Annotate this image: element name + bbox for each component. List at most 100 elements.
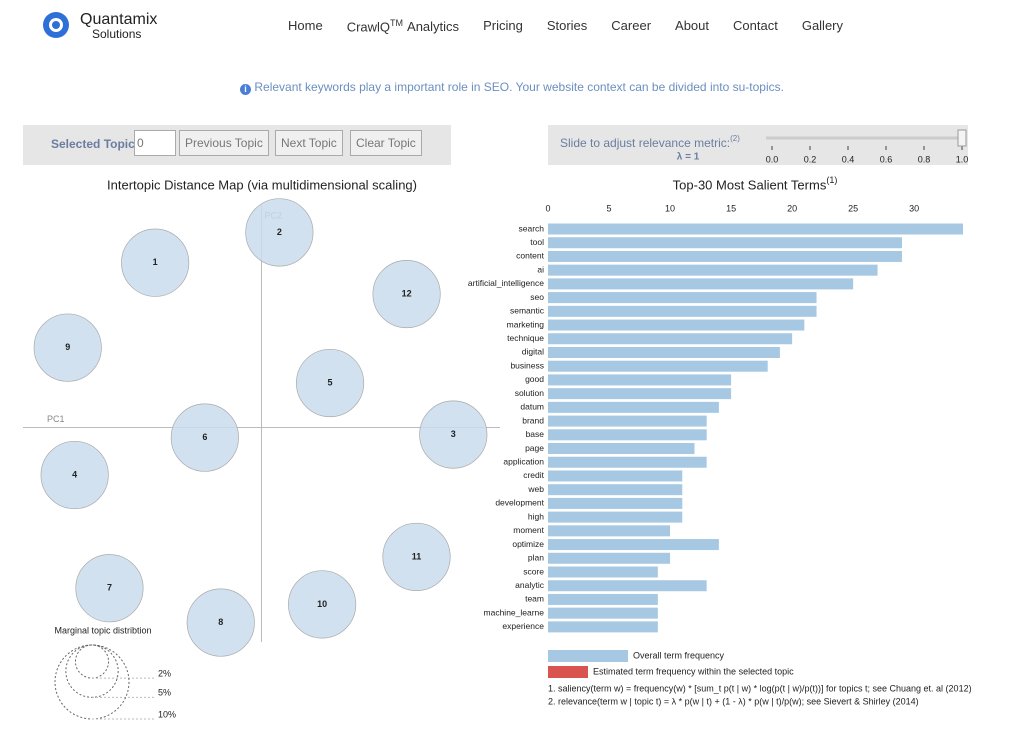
- topic-label: 3: [451, 429, 456, 439]
- footnote: 1. saliency(term w) = frequency(w) * [su…: [548, 683, 972, 693]
- nav-item[interactable]: Stories: [547, 18, 587, 34]
- bar: [548, 456, 707, 468]
- prev-button[interactable]: Previous Topic: [179, 130, 269, 156]
- x-tick-label: 25: [848, 203, 858, 213]
- topic-circle: [372, 260, 441, 329]
- term-label: optimize: [512, 539, 544, 549]
- term-label: base: [526, 429, 545, 439]
- bar: [548, 497, 683, 509]
- size-legend-label: 10%: [158, 709, 176, 719]
- size-legend-label: 5%: [158, 688, 171, 698]
- term-label: plan: [528, 553, 544, 563]
- x-tick-label: 0: [545, 203, 550, 213]
- chart-title: Top-30 Most Salient Terms(1): [673, 175, 838, 192]
- bar: [548, 470, 683, 482]
- lambda-label: λ = 1: [677, 152, 700, 163]
- selected-label: Selected Topic:: [51, 137, 139, 151]
- term-label: marketing: [507, 319, 545, 329]
- slider-tick-label: 0.2: [804, 154, 817, 164]
- topic-controls: Selected Topic: 0 Previous Topic Next To…: [23, 125, 451, 165]
- topic-label: 7: [107, 583, 112, 593]
- bar: [548, 415, 707, 427]
- topic-label: 5: [328, 377, 333, 387]
- nav-item[interactable]: About: [675, 18, 709, 34]
- topic-circle: [245, 198, 314, 267]
- nav-item[interactable]: Gallery: [802, 18, 843, 34]
- nav-sup: TM: [390, 18, 404, 28]
- nav-text: About: [675, 18, 710, 33]
- term-label: business: [510, 360, 544, 370]
- term-label: machine_learne: [484, 607, 545, 617]
- bar: [548, 580, 707, 592]
- term-label: good: [525, 374, 544, 384]
- nav-item[interactable]: Contact: [733, 18, 778, 34]
- nav-item[interactable]: Pricing: [483, 18, 523, 34]
- topic-circle: [382, 522, 451, 591]
- slider-tick-label: 0.8: [918, 154, 931, 164]
- topic-circle: [121, 228, 190, 297]
- term-label: moment: [513, 525, 544, 535]
- topic-label: 9: [65, 342, 70, 352]
- legend-swatch: [548, 666, 588, 678]
- nav-item[interactable]: Career: [611, 18, 651, 34]
- nav-item[interactable]: CrawlQTM Analytics: [347, 18, 459, 34]
- nav-text: Pricing: [483, 18, 523, 33]
- x-tick-label: 20: [787, 203, 797, 213]
- bar: [548, 319, 805, 331]
- bar: [548, 292, 817, 304]
- bar: [548, 525, 671, 537]
- topic-circle: [40, 440, 109, 510]
- slider-tick-label: 0.6: [880, 154, 893, 164]
- topic-input[interactable]: 0: [134, 130, 176, 156]
- topic-label: 1: [153, 257, 158, 267]
- nav-rest: Analytics: [407, 19, 460, 35]
- bar: [548, 305, 817, 317]
- size-legend-label: 2%: [158, 668, 171, 678]
- term-label: datum: [520, 402, 544, 412]
- nav-text: Home: [288, 18, 323, 33]
- slider-panel: [548, 125, 968, 165]
- term-label: semantic: [510, 306, 545, 316]
- topic-circle: [170, 403, 239, 472]
- topic-label: 6: [202, 432, 207, 442]
- info-text: Relevant keywords play a important role …: [254, 80, 784, 94]
- bar: [548, 374, 732, 386]
- term-label: seo: [530, 292, 544, 302]
- term-label: team: [525, 594, 544, 604]
- slider-tick-label: 0.0: [766, 154, 779, 164]
- topic-circle: [288, 570, 357, 639]
- topic-circle: [75, 554, 144, 623]
- topic-label: 2: [277, 227, 282, 237]
- bar: [548, 552, 671, 564]
- bar: [548, 346, 780, 358]
- legend-label: Estimated term frequency within the sele…: [593, 666, 794, 676]
- x-axis-label: PC1: [47, 414, 65, 424]
- term-label: web: [527, 484, 544, 494]
- slider-handle: [957, 129, 967, 147]
- term-label: technique: [507, 333, 544, 343]
- bar: [548, 484, 683, 496]
- nav-item[interactable]: Home: [288, 18, 323, 34]
- nav-text: Contact: [733, 18, 778, 33]
- clear-button[interactable]: Clear Topic: [350, 130, 422, 156]
- topic-label: 10: [317, 599, 327, 609]
- nav-text: Career: [611, 18, 652, 33]
- slider-tick-label: 0.4: [842, 154, 855, 164]
- bar: [548, 401, 719, 413]
- term-label: content: [516, 251, 545, 261]
- term-label: development: [495, 498, 544, 508]
- term-label: application: [503, 456, 544, 466]
- term-label: digital: [522, 347, 544, 357]
- slider-tick-label: 1.0: [956, 154, 969, 164]
- nav-text: Stories: [546, 18, 588, 33]
- bar: [548, 443, 695, 455]
- title-note: (1): [826, 175, 837, 185]
- nav-text: Gallery: [801, 18, 844, 33]
- topic-label: 4: [72, 469, 77, 479]
- bar: [548, 250, 902, 262]
- bar: [548, 511, 683, 523]
- next-button[interactable]: Next Topic: [275, 130, 343, 156]
